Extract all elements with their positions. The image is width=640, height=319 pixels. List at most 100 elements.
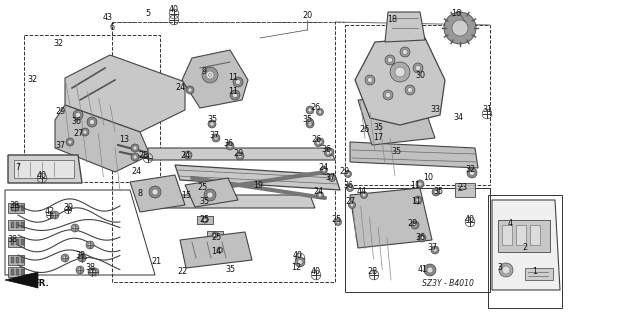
Circle shape [324, 150, 332, 157]
Circle shape [346, 172, 350, 176]
Polygon shape [175, 165, 340, 190]
Text: 2: 2 [522, 243, 527, 253]
Text: 25: 25 [211, 234, 221, 242]
Circle shape [308, 108, 312, 112]
Circle shape [336, 220, 340, 224]
Circle shape [73, 110, 83, 120]
Circle shape [452, 20, 468, 36]
Circle shape [76, 113, 81, 117]
Circle shape [295, 257, 305, 267]
Circle shape [233, 77, 243, 87]
Circle shape [390, 62, 410, 82]
Text: 42: 42 [45, 207, 55, 217]
Circle shape [212, 232, 218, 238]
Text: 11: 11 [410, 182, 420, 190]
Polygon shape [65, 55, 185, 132]
Circle shape [209, 73, 211, 77]
Bar [11, 257, 14, 263]
Text: 23: 23 [457, 183, 467, 192]
Text: 38: 38 [7, 235, 17, 244]
Circle shape [403, 49, 408, 55]
Text: 11: 11 [411, 197, 421, 206]
Circle shape [318, 193, 322, 197]
Text: 5: 5 [145, 10, 150, 19]
Circle shape [328, 150, 332, 154]
Circle shape [365, 75, 375, 85]
Circle shape [53, 213, 57, 217]
Circle shape [416, 180, 424, 188]
Text: 36: 36 [415, 233, 425, 241]
Bar [21, 205, 24, 211]
Circle shape [307, 118, 314, 125]
Circle shape [318, 140, 322, 144]
Bar [8, 267, 24, 277]
Circle shape [416, 198, 420, 202]
Text: 43: 43 [103, 13, 113, 23]
Circle shape [228, 144, 232, 148]
Bar [11, 269, 14, 275]
Text: 37: 37 [325, 173, 335, 182]
Polygon shape [350, 142, 478, 168]
Text: 14: 14 [211, 248, 221, 256]
Text: 13: 13 [119, 136, 129, 145]
Polygon shape [355, 38, 445, 125]
Circle shape [131, 144, 139, 152]
Polygon shape [207, 231, 223, 239]
Text: 26: 26 [310, 103, 320, 113]
Circle shape [88, 243, 92, 247]
Text: 29: 29 [407, 219, 417, 228]
Circle shape [218, 249, 221, 251]
Text: 38: 38 [85, 263, 95, 272]
Text: 29: 29 [233, 149, 243, 158]
Text: 40: 40 [465, 216, 475, 225]
Bar [11, 205, 14, 211]
Circle shape [318, 110, 322, 114]
Circle shape [13, 205, 17, 209]
Circle shape [90, 120, 95, 124]
Circle shape [317, 108, 323, 115]
Circle shape [414, 196, 422, 204]
Bar [16, 269, 19, 275]
Circle shape [432, 188, 440, 196]
Bar [8, 237, 24, 247]
Polygon shape [5, 272, 38, 288]
Text: 7: 7 [15, 164, 20, 173]
Circle shape [133, 146, 137, 150]
Circle shape [202, 217, 208, 223]
Circle shape [230, 90, 240, 100]
Circle shape [63, 256, 67, 260]
Circle shape [431, 246, 439, 254]
Circle shape [418, 234, 426, 242]
Circle shape [385, 93, 390, 98]
Text: SZ3Y - B4010: SZ3Y - B4010 [422, 278, 474, 287]
Polygon shape [212, 246, 228, 254]
Bar [11, 239, 14, 245]
Text: 44: 44 [357, 188, 367, 197]
Circle shape [207, 192, 213, 198]
Circle shape [413, 63, 423, 73]
Text: 18: 18 [387, 16, 397, 25]
Text: 29: 29 [55, 108, 65, 116]
Text: 36: 36 [71, 117, 81, 127]
Bar [530, 225, 540, 245]
Circle shape [238, 154, 242, 158]
Circle shape [214, 234, 216, 236]
Text: 41: 41 [418, 265, 428, 275]
Text: 35: 35 [199, 197, 209, 206]
Text: 32: 32 [465, 166, 475, 174]
Circle shape [346, 184, 353, 191]
Circle shape [317, 191, 323, 198]
Polygon shape [148, 195, 315, 208]
Bar [14, 160, 74, 178]
Circle shape [87, 117, 97, 127]
Text: 22: 22 [177, 268, 187, 277]
Text: 35: 35 [433, 188, 443, 197]
Circle shape [217, 247, 223, 253]
Circle shape [204, 219, 207, 221]
Circle shape [405, 85, 415, 95]
Circle shape [470, 170, 474, 175]
Polygon shape [197, 216, 213, 224]
Circle shape [86, 241, 94, 249]
Circle shape [131, 153, 139, 161]
Text: 11: 11 [228, 87, 238, 97]
